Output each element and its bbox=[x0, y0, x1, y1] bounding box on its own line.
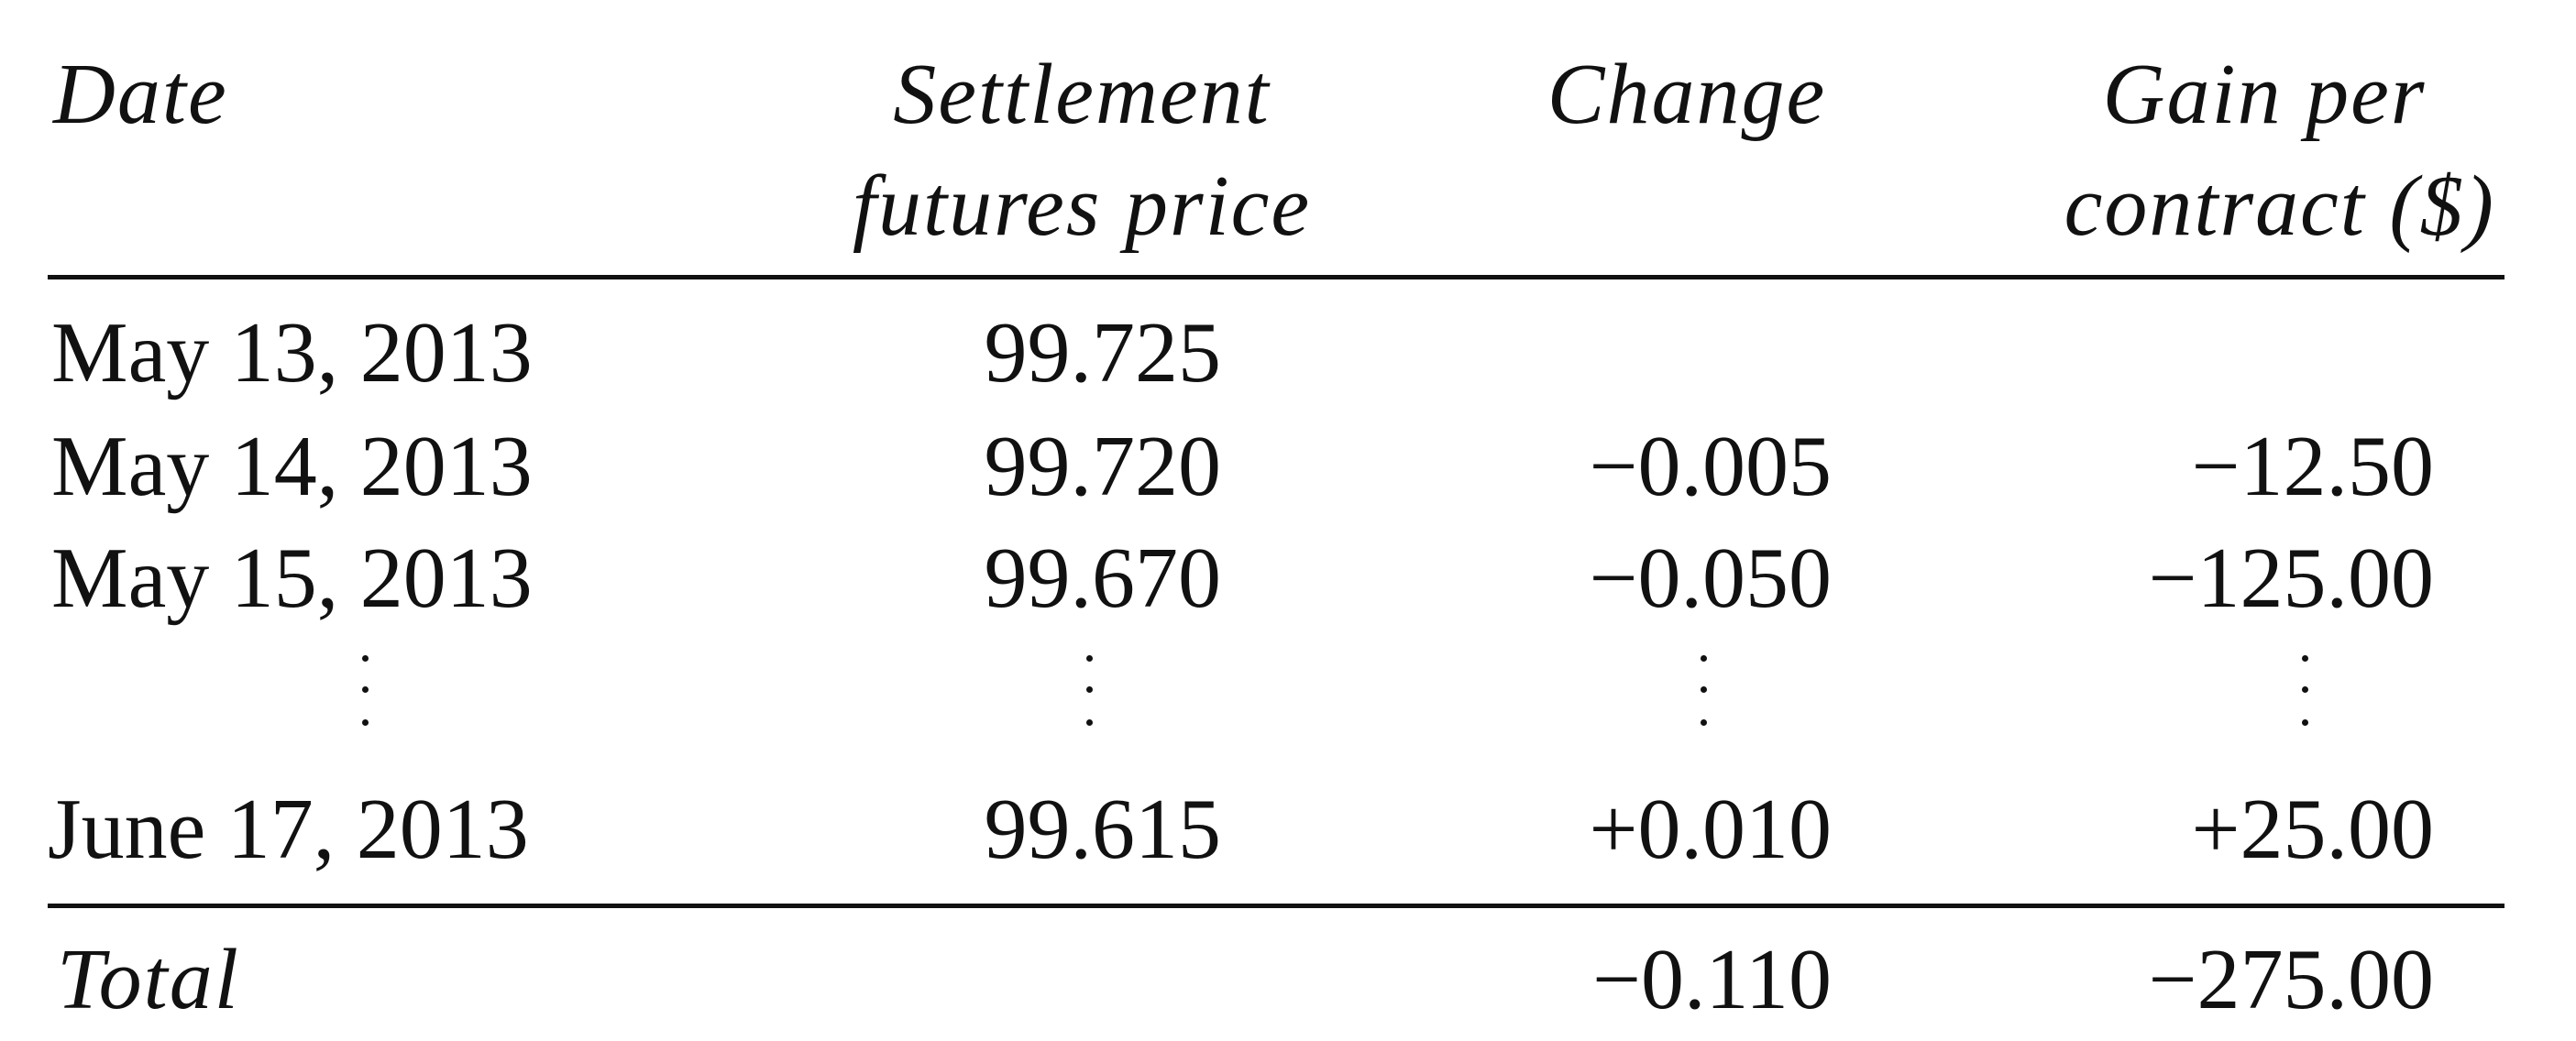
ellipsis-change bbox=[1698, 655, 1709, 747]
total-gain: −275.00 bbox=[2148, 932, 2434, 1027]
header-rule bbox=[48, 275, 2504, 279]
header-change: Change bbox=[1547, 47, 1827, 142]
header-gain-line2: contract ($) bbox=[2064, 159, 2495, 254]
row-price: 99.615 bbox=[984, 782, 1222, 877]
header-settlement-line2: futures price bbox=[852, 159, 1312, 254]
ellipsis-price bbox=[1084, 655, 1095, 747]
total-rule bbox=[48, 904, 2504, 908]
row-date: June 17, 2013 bbox=[48, 782, 529, 877]
row-change: −0.005 bbox=[1589, 419, 1832, 514]
row-price: 99.670 bbox=[984, 531, 1222, 626]
row-date: May 15, 2013 bbox=[51, 531, 533, 626]
row-change: −0.050 bbox=[1589, 531, 1832, 626]
header-settlement-line1: Settlement bbox=[893, 47, 1271, 142]
row-date: May 13, 2013 bbox=[51, 305, 533, 400]
header-gain-line1: Gain per bbox=[2102, 47, 2427, 142]
ellipsis-date bbox=[359, 655, 370, 747]
row-gain: −125.00 bbox=[2148, 531, 2434, 626]
row-price: 99.725 bbox=[984, 305, 1222, 400]
ellipsis-gain bbox=[2299, 655, 2310, 747]
row-date: May 14, 2013 bbox=[51, 419, 533, 514]
row-price: 99.720 bbox=[984, 419, 1222, 514]
row-change: +0.010 bbox=[1589, 782, 1832, 877]
total-change: −0.110 bbox=[1591, 932, 1832, 1027]
row-gain: −12.50 bbox=[2191, 419, 2434, 514]
header-date: Date bbox=[53, 47, 228, 142]
total-label: Total bbox=[57, 932, 240, 1027]
row-gain: +25.00 bbox=[2191, 782, 2434, 877]
